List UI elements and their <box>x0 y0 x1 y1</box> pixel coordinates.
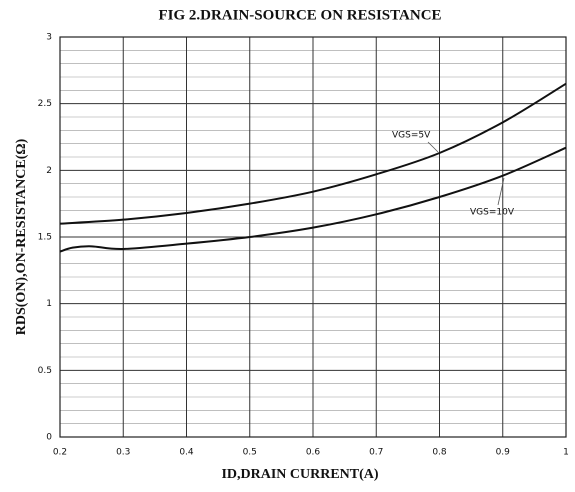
y-tick-label: 0.5 <box>38 366 52 376</box>
x-axis-title: ID,DRAIN CURRENT(A) <box>221 467 378 482</box>
x-tick-label: 0.9 <box>496 448 511 458</box>
y-tick-label: 3 <box>46 33 52 43</box>
series-label: VGS=10V <box>470 208 515 218</box>
y-axis-title: RDS(ON),ON-RESISTANCE(Ω) <box>14 138 29 335</box>
series-line <box>59 82 567 225</box>
x-tick-label: 0.7 <box>369 448 383 458</box>
series-label: VGS=5V <box>392 131 431 141</box>
plot-frame <box>59 36 567 438</box>
y-tick-label: 1.5 <box>38 233 52 243</box>
leader-line <box>427 141 439 153</box>
x-tick-label: 0.5 <box>243 448 257 458</box>
y-tick-label: 2 <box>46 166 52 176</box>
series-line <box>59 146 567 253</box>
x-tick-label: 0.3 <box>116 448 130 458</box>
x-tick-label: 0.4 <box>179 448 194 458</box>
x-tick-label: 0.2 <box>53 448 67 458</box>
x-tick-label: 0.8 <box>432 448 447 458</box>
leader-line <box>497 177 505 206</box>
x-tick-label: 0.6 <box>306 448 321 458</box>
y-tick-label: 1 <box>46 299 52 309</box>
chart-title: FIG 2.DRAIN-SOURCE ON RESISTANCE <box>158 7 441 23</box>
x-tick-label: 1 <box>563 448 569 458</box>
y-tick-label: 0 <box>46 433 52 443</box>
y-tick-label: 2.5 <box>38 99 52 109</box>
